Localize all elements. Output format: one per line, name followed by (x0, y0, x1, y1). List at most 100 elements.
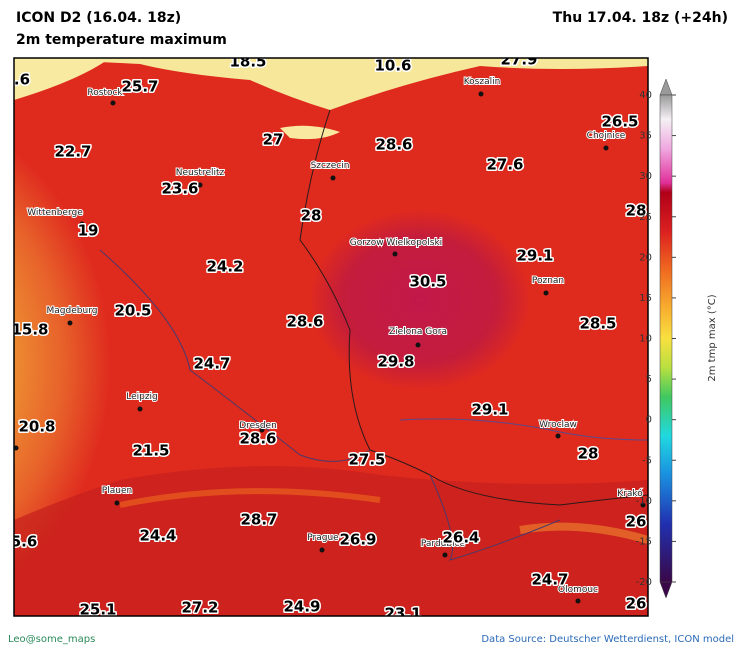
temperature-label: 28 (301, 207, 322, 225)
city-label: Neustrelitz (176, 168, 225, 178)
temperature-label: 26.4 (442, 529, 479, 547)
city-dot (114, 500, 120, 506)
temperature-label: 22.7 (54, 143, 91, 161)
colorbar-tick-label: 15 (639, 293, 652, 304)
border (99, 249, 561, 561)
city-label: Zielona Gora (389, 327, 447, 337)
river (399, 418, 648, 441)
temperature-label: 25.7 (121, 78, 158, 96)
city-label: Szczecin (311, 161, 350, 171)
city-label: Wittenberge (27, 208, 83, 218)
colorbar-max (659, 78, 673, 96)
colorbar-tick-label: -5 (642, 455, 652, 466)
city-dot (392, 251, 398, 257)
city-dot (478, 91, 484, 97)
city-dot (319, 547, 325, 553)
temperature-label: 24.7 (531, 571, 568, 589)
city-dot (197, 182, 203, 188)
city-dot (67, 320, 73, 326)
author: Leo@some_maps (8, 634, 95, 645)
city-label: Magdeburg (47, 306, 98, 316)
temperature-label: 20.5 (114, 302, 151, 320)
city-label: Plauen (102, 486, 132, 496)
colorbar-tick-label: 5 (646, 374, 652, 385)
colorbar-tick-label: 20 (639, 252, 652, 263)
temperature-label: 20.8 (18, 418, 55, 436)
temperature-label: 28.6 (375, 136, 412, 154)
sea-west (14, 58, 110, 100)
city-label: Koszalin (464, 77, 501, 87)
temperature-label: .6 (14, 71, 30, 89)
temperature-label: 26 (626, 595, 647, 613)
hot-spot (310, 210, 530, 390)
temperature-label: 26 (626, 513, 647, 531)
temperature-label: 28.6 (239, 430, 276, 448)
temperature-label: 30.5 (409, 273, 446, 291)
temperature-label: 19 (78, 222, 99, 240)
city-dot (79, 221, 85, 227)
city-label: Chojnice (587, 131, 626, 141)
mountains (14, 466, 648, 616)
lagoon (280, 125, 340, 140)
map-frame (13, 57, 649, 617)
temperature-label: 10.6 (374, 57, 411, 75)
city-label: Dresden (239, 421, 277, 431)
subtitle: 2m temperature maximum (16, 32, 227, 48)
colorbar-tick-label: -10 (636, 496, 652, 507)
temperature-label: 29.1 (471, 401, 508, 419)
city-label: Krakó (617, 488, 643, 499)
temperature-label: 28.6 (286, 313, 323, 331)
temperature-label: 25.1 (79, 601, 116, 619)
temperature-label: 27.9 (500, 51, 537, 69)
city-dot (415, 342, 421, 348)
temperature-label: 23.1 (384, 605, 421, 623)
temperature-label: 18.5 (229, 53, 266, 71)
city-dot (14, 445, 19, 451)
source: Data Source: Deutscher Wetterdienst, ICO… (481, 634, 734, 645)
temperature-label: 24.7 (193, 355, 230, 373)
city-label: Gorzow Wielkopolski (350, 238, 442, 248)
colorbar-min (659, 581, 673, 599)
city-label: Rostock (87, 88, 123, 98)
temperature-label: 27 (263, 131, 284, 149)
temperature-label: 23.6 (161, 180, 198, 198)
city-dot (640, 502, 646, 508)
colorbar-tick-label: 40 (639, 90, 652, 101)
temperature-label: 27.5 (348, 451, 385, 469)
temperature-label: 28 (578, 445, 599, 463)
colorbar-tick-label: 35 (639, 131, 652, 142)
city-dot (110, 100, 116, 106)
border (299, 109, 648, 506)
temperature-label: 5.6 (11, 533, 38, 551)
city-dot (330, 175, 336, 181)
city-label: Poznan (532, 276, 564, 286)
temperature-label: 28.7 (240, 511, 277, 529)
temperature-label: 28 (626, 202, 647, 220)
colorbar-tick-label: 10 (639, 334, 652, 345)
sea (14, 58, 648, 110)
city-label: Prague (307, 533, 339, 543)
colorbar-tick-label: 0 (646, 415, 652, 426)
temperature-label: 24.2 (206, 258, 243, 276)
temperature-label: 26.5 (601, 113, 638, 131)
colorbar-tick-label: 30 (639, 171, 652, 182)
colorbar-label: 2m tmp max (°C) (707, 294, 718, 381)
temperature-label: 29.8 (377, 353, 414, 371)
ridge (119, 488, 381, 508)
city-dot (259, 427, 265, 433)
colorbar-tick-label: 25 (639, 212, 652, 223)
temperature-label: 26.9 (339, 531, 376, 549)
temperature-label: 24.9 (283, 598, 320, 616)
city-dot (543, 290, 549, 296)
city-label: Leipzig (126, 392, 158, 402)
temperature-label: 21.5 (132, 442, 169, 460)
city-label: Erfurt (0, 432, 11, 442)
valid-time: Thu 17.04. 18z (+24h) (553, 10, 728, 26)
colorbar-scale (659, 94, 673, 583)
temperature-label: 27.6 (486, 156, 523, 174)
temperature-label: 28.5 (579, 315, 616, 333)
city-dot (555, 433, 561, 439)
city-label: Wroclaw (539, 420, 577, 430)
city-dot (603, 145, 609, 151)
